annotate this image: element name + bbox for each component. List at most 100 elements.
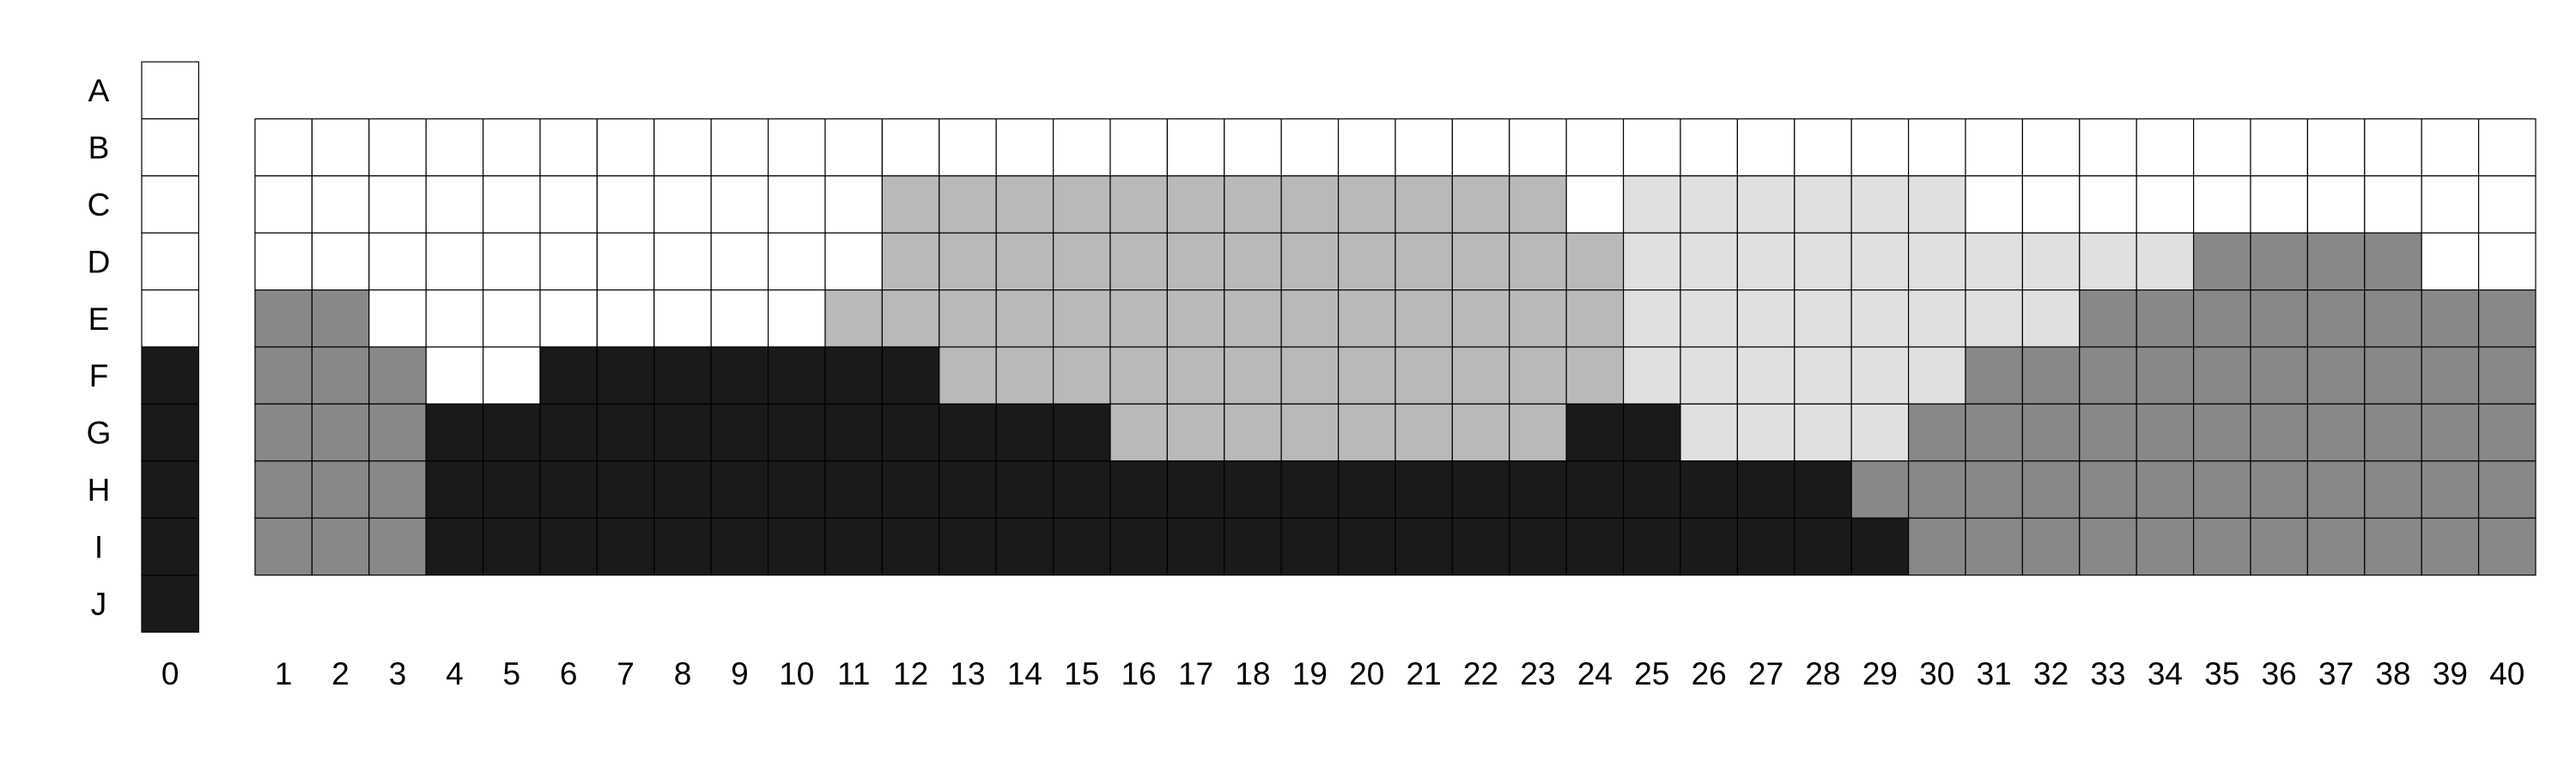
grid-cell-h-35 bbox=[2193, 460, 2251, 519]
grid-cell-h-17 bbox=[1166, 460, 1225, 519]
grid-cell-g-8 bbox=[653, 403, 712, 462]
row-label-c: C bbox=[88, 187, 111, 222]
grid-cell-b-4 bbox=[425, 118, 484, 177]
row-label-b: B bbox=[88, 131, 110, 166]
grid-cell-d-34 bbox=[2136, 232, 2195, 291]
grid-cell-e-25 bbox=[1622, 289, 1681, 348]
grid-cell-d-12 bbox=[881, 232, 940, 291]
grid-cell-i-18 bbox=[1224, 517, 1282, 576]
grid-cell-f-28 bbox=[1794, 346, 1852, 405]
grid-cell-g-7 bbox=[596, 403, 655, 462]
grid-cell-f-39 bbox=[2421, 346, 2480, 405]
grid-cell-b-5 bbox=[482, 118, 541, 177]
row-label-f: F bbox=[89, 358, 109, 393]
grid-cell-d-10 bbox=[767, 232, 826, 291]
grid-cell-i-17 bbox=[1166, 517, 1225, 576]
grid-cell-e-7 bbox=[596, 289, 655, 348]
grid-cell-e-39 bbox=[2421, 289, 2480, 348]
grid-cell-c-7 bbox=[596, 175, 655, 234]
grid-cell-b-15 bbox=[1052, 118, 1111, 177]
grid-cell-e-40 bbox=[2478, 289, 2537, 348]
grid-cell-h-21 bbox=[1394, 460, 1454, 519]
grid-cell-d-16 bbox=[1109, 232, 1169, 291]
grid-cell-i-13 bbox=[939, 517, 997, 576]
grid-cell-e-27 bbox=[1736, 289, 1795, 348]
column-label-27: 27 bbox=[1748, 656, 1783, 691]
grid-cell-b-14 bbox=[995, 118, 1054, 177]
grid-cell-f-10 bbox=[767, 346, 826, 405]
grid-cell-g-33 bbox=[2079, 403, 2137, 462]
grid-cell-b-11 bbox=[824, 118, 884, 177]
grid-cell-h-31 bbox=[1965, 460, 2024, 519]
grid-cell-d-19 bbox=[1280, 232, 1340, 291]
grid-cell-c-35 bbox=[2193, 175, 2251, 234]
grid-cell-e-15 bbox=[1052, 289, 1111, 348]
grid-cell-c-22 bbox=[1451, 175, 1510, 234]
grid-cell-d-33 bbox=[2079, 232, 2137, 291]
grid-cell-e-1 bbox=[254, 289, 313, 348]
grid-cell-h-9 bbox=[710, 460, 769, 519]
grid-cell-i-14 bbox=[995, 517, 1054, 576]
grid-cell-c-1 bbox=[254, 175, 313, 234]
grid-cell-c-33 bbox=[2079, 175, 2137, 234]
grid-cell-h-12 bbox=[881, 460, 940, 519]
grid-cell-b-18 bbox=[1224, 118, 1282, 177]
grid-cell-c-23 bbox=[1509, 175, 1567, 234]
grid-cell-e-17 bbox=[1166, 289, 1225, 348]
grid-cell-h-18 bbox=[1224, 460, 1282, 519]
grid-cell-i-4 bbox=[425, 517, 484, 576]
grid-cell-g-11 bbox=[824, 403, 884, 462]
grid-cell-g-38 bbox=[2364, 403, 2422, 462]
grid-cell-c-6 bbox=[539, 175, 598, 234]
grid-cell-h-34 bbox=[2136, 460, 2195, 519]
grid-cell-b-33 bbox=[2079, 118, 2137, 177]
grid-cell-g-27 bbox=[1736, 403, 1795, 462]
reference-cell-e bbox=[141, 289, 200, 348]
grid-cell-b-26 bbox=[1680, 118, 1739, 177]
grid-cell-b-25 bbox=[1622, 118, 1681, 177]
grid-cell-h-4 bbox=[425, 460, 484, 519]
grid-cell-b-21 bbox=[1394, 118, 1454, 177]
column-label-11: 11 bbox=[837, 656, 870, 691]
grid-cell-b-13 bbox=[939, 118, 997, 177]
grid-cell-h-8 bbox=[653, 460, 712, 519]
column-label-37: 37 bbox=[2318, 656, 2354, 691]
grid-cell-c-4 bbox=[425, 175, 484, 234]
grid-cell-f-34 bbox=[2136, 346, 2195, 405]
grid-cell-e-23 bbox=[1509, 289, 1567, 348]
column-label-26: 26 bbox=[1692, 656, 1727, 691]
grid-cell-h-1 bbox=[254, 460, 313, 519]
grid-cell-g-30 bbox=[1908, 403, 1966, 462]
grid-cell-b-24 bbox=[1565, 118, 1625, 177]
grid-cell-d-18 bbox=[1224, 232, 1282, 291]
grid-cell-i-37 bbox=[2306, 517, 2366, 576]
grid-cell-b-27 bbox=[1736, 118, 1795, 177]
grid-cell-b-32 bbox=[2021, 118, 2081, 177]
grid-cell-b-38 bbox=[2364, 118, 2422, 177]
grid-cell-d-20 bbox=[1337, 232, 1396, 291]
grid-cell-f-26 bbox=[1680, 346, 1739, 405]
grid-cell-d-26 bbox=[1680, 232, 1739, 291]
column-label-17: 17 bbox=[1178, 656, 1213, 691]
grid-cell-i-35 bbox=[2193, 517, 2251, 576]
grid-cell-g-26 bbox=[1680, 403, 1739, 462]
grid-cell-g-5 bbox=[482, 403, 541, 462]
grid-cell-f-23 bbox=[1509, 346, 1567, 405]
grid-cell-i-22 bbox=[1451, 517, 1510, 576]
grid-cell-e-4 bbox=[425, 289, 484, 348]
grid-cell-g-14 bbox=[995, 403, 1054, 462]
column-label-30: 30 bbox=[1919, 656, 1954, 691]
grid-cell-b-35 bbox=[2193, 118, 2251, 177]
grid-cell-f-4 bbox=[425, 346, 484, 405]
grid-cell-d-6 bbox=[539, 232, 598, 291]
row-label-d: D bbox=[88, 244, 111, 279]
grid-cell-h-6 bbox=[539, 460, 598, 519]
grid-cell-c-21 bbox=[1394, 175, 1454, 234]
grid-cell-c-26 bbox=[1680, 175, 1739, 234]
grid-cell-e-10 bbox=[767, 289, 826, 348]
grid-cell-i-28 bbox=[1794, 517, 1852, 576]
reference-cell-i bbox=[141, 517, 200, 576]
row-label-h: H bbox=[88, 472, 111, 508]
reference-cell-a bbox=[141, 61, 200, 120]
